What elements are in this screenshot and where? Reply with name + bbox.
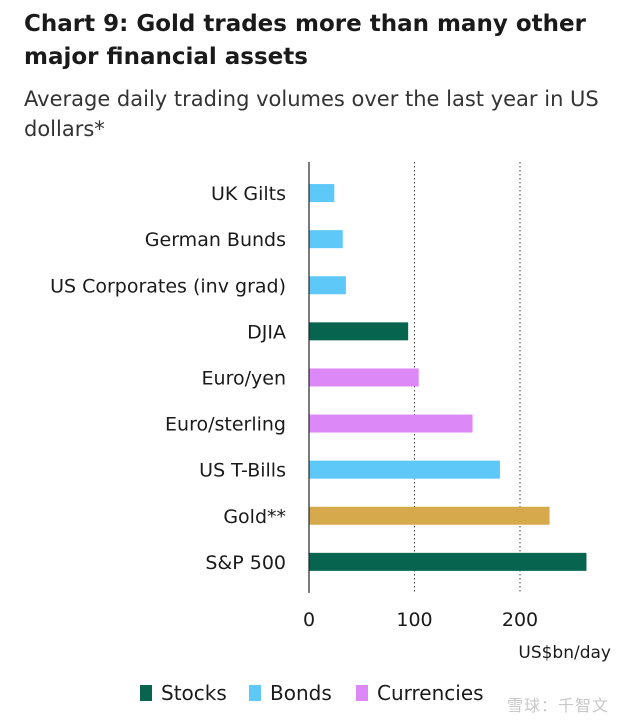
bar-8	[309, 552, 587, 571]
category-label: Gold**	[223, 506, 286, 528]
category-label: S&P 500	[205, 552, 286, 574]
bar-7	[309, 506, 550, 525]
bar-chart: UK Gilts German Bunds US Corporates (inv g…	[50, 162, 611, 663]
category-label: Euro/yen	[202, 367, 286, 389]
legend-swatch-bonds	[249, 685, 261, 701]
legend-swatch-stocks	[140, 685, 152, 701]
x-tick-label: 0	[303, 609, 315, 631]
category-label: Euro/sterling	[165, 414, 286, 436]
bar-3	[309, 322, 409, 341]
bar-2	[309, 276, 346, 295]
legend-label-currencies: Currencies	[377, 681, 484, 705]
x-axis-label: US$bn/day	[518, 643, 611, 663]
chart-subtitle: Average daily trading volumes over the l…	[24, 87, 599, 141]
bar-5	[309, 414, 473, 433]
legend-item-currencies: Currencies	[356, 678, 484, 708]
category-label: DJIA	[247, 321, 286, 343]
bar-4	[309, 368, 419, 387]
legend-swatch-currencies	[356, 685, 368, 701]
category-label: German Bunds	[145, 229, 286, 251]
legend-label-bonds: Bonds	[270, 681, 332, 705]
category-label: UK Gilts	[211, 183, 286, 205]
legend-label-stocks: Stocks	[161, 681, 227, 705]
watermark-text: 雪球：千智文	[506, 696, 609, 715]
bar-6	[309, 460, 500, 479]
legend-item-stocks: Stocks	[140, 678, 227, 708]
category-label: US Corporates (inv grad)	[50, 275, 286, 297]
chart-title: Chart 9: Gold trades more than many othe…	[24, 11, 586, 70]
legend-item-bonds: Bonds	[249, 678, 332, 708]
category-label: US T-Bills	[199, 460, 286, 482]
chart-legend: Stocks Bonds Currencies	[0, 678, 627, 708]
x-tick-label: 100	[396, 609, 432, 631]
x-tick-label: 200	[502, 609, 538, 631]
bar-0	[309, 184, 335, 203]
bar-1	[309, 230, 343, 249]
